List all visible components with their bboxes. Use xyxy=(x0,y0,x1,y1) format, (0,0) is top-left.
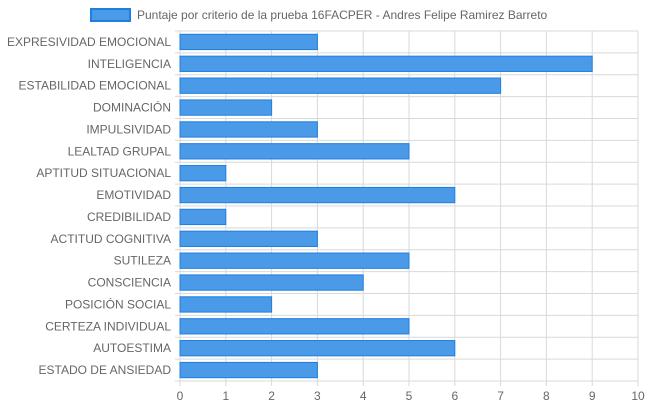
category-label: CREDIBILIDAD xyxy=(87,210,171,224)
category-label: DOMINACIÓN xyxy=(93,100,171,115)
x-tick-label: 10 xyxy=(631,389,645,403)
category-label: EMOTIVIDAD xyxy=(96,188,171,202)
category-label: AUTOESTIMA xyxy=(93,341,171,355)
legend[interactable]: Puntaje por criterio de la prueba 16FACP… xyxy=(90,8,548,22)
category-label: ESTABILIDAD EMOCIONAL xyxy=(19,79,172,93)
category-label: IMPULSIVIDAD xyxy=(86,122,171,136)
category-label: ACTITUD COGNITIVA xyxy=(51,232,171,246)
category-label: CERTEZA INDIVIDUAL xyxy=(45,319,171,333)
legend-swatch xyxy=(90,8,131,22)
legend-label: Puntaje por criterio de la prueba 16FACP… xyxy=(137,8,548,22)
x-tick-label: 1 xyxy=(222,389,229,403)
bar[interactable] xyxy=(179,143,410,160)
bar[interactable] xyxy=(179,165,227,182)
category-label: ESTADO DE ANSIEDAD xyxy=(39,363,172,377)
bars xyxy=(179,33,593,379)
x-tick-label: 0 xyxy=(177,389,184,403)
bar[interactable] xyxy=(179,296,273,313)
bar[interactable] xyxy=(179,318,410,335)
category-label: EXPRESIVIDAD EMOCIONAL xyxy=(7,35,171,49)
bar[interactable] xyxy=(179,55,593,72)
x-tick-label: 5 xyxy=(406,389,413,403)
bar[interactable] xyxy=(179,121,318,138)
bar[interactable] xyxy=(179,33,318,51)
bar[interactable] xyxy=(179,252,410,269)
x-tick-label: 9 xyxy=(589,389,596,403)
bar[interactable] xyxy=(179,208,227,226)
x-tick-label: 7 xyxy=(497,389,504,403)
bar[interactable] xyxy=(179,274,364,291)
category-label: INTELIGENCIA xyxy=(88,57,171,71)
category-labels: EXPRESIVIDAD EMOCIONAL INTELIGENCIA ESTABI… xyxy=(7,35,171,377)
category-label: LEALTAD GRUPAL xyxy=(68,144,172,158)
bar[interactable] xyxy=(179,230,318,247)
category-label: SUTILEZA xyxy=(114,254,171,268)
bar[interactable] xyxy=(179,99,273,116)
category-label: POSICIÓN SOCIAL xyxy=(65,296,171,311)
category-label: CONSCIENCIA xyxy=(88,276,171,290)
x-tick-label: 8 xyxy=(543,389,550,403)
bar[interactable] xyxy=(179,77,502,94)
category-label: APTITUD SITUACIONAL xyxy=(36,166,171,180)
x-tick-label: 4 xyxy=(360,389,367,403)
x-tick-label: 3 xyxy=(314,389,321,403)
bar[interactable] xyxy=(179,361,318,379)
x-tick-labels: 0 1 2 3 4 5 6 7 8 9 10 xyxy=(177,389,645,403)
bar[interactable] xyxy=(179,340,456,357)
bar[interactable] xyxy=(179,186,456,204)
x-tick-label: 2 xyxy=(268,389,275,403)
x-tick-label: 6 xyxy=(451,389,458,403)
